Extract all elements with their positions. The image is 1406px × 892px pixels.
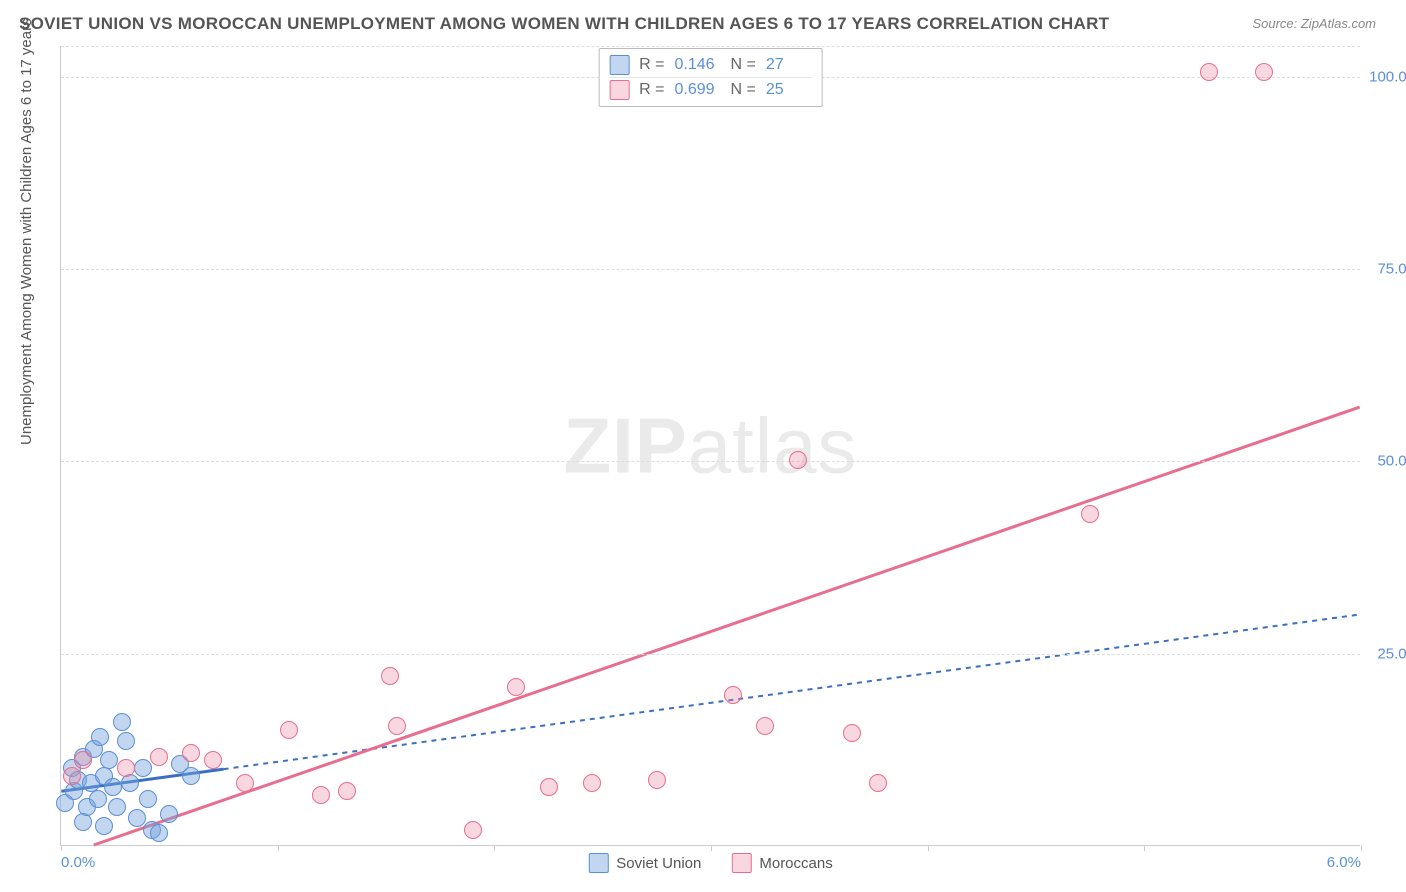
x-tick [1144,845,1145,851]
swatch-moroccan [731,853,751,873]
data-point [117,759,135,777]
data-point [388,717,406,735]
data-point [540,778,558,796]
legend-label: Soviet Union [616,855,701,872]
trend-line-dashed [224,615,1360,770]
y-tick-label: 25.0% [1365,645,1406,662]
data-point [104,778,122,796]
x-tick-label: 6.0% [1327,854,1361,871]
correlation-legend: R = 0.146 N = 27 R = 0.699 N = 25 [598,48,823,107]
data-point [464,821,482,839]
gridline [61,461,1360,462]
swatch-soviet [588,853,608,873]
r-value: 0.146 [675,56,721,74]
x-tick [928,845,929,851]
x-tick [61,845,62,851]
n-value: 25 [766,81,812,99]
data-point [91,728,109,746]
data-point [74,813,92,831]
swatch-soviet [609,55,629,75]
r-label: R = [639,81,664,99]
n-value: 27 [766,56,812,74]
r-label: R = [639,56,664,74]
data-point [113,713,131,731]
y-axis-title: Unemployment Among Women with Children A… [18,18,35,445]
n-label: N = [731,56,756,74]
source-label: Source: ZipAtlas.com [1252,16,1376,31]
data-point [63,767,81,785]
data-point [583,774,601,792]
x-tick [1361,845,1362,851]
series-legend: Soviet Union Moroccans [588,853,832,873]
x-tick [711,845,712,851]
chart-svg [61,46,1360,845]
data-point [121,774,139,792]
legend-row-soviet: R = 0.146 N = 27 [609,53,812,77]
data-point [150,748,168,766]
data-point [182,744,200,762]
data-point [724,686,742,704]
legend-row-moroccan: R = 0.699 N = 25 [609,77,812,102]
data-point [756,717,774,735]
legend-item-moroccan: Moroccans [731,853,832,873]
data-point [236,774,254,792]
x-tick [278,845,279,851]
r-value: 0.699 [675,81,721,99]
swatch-moroccan [609,80,629,100]
data-point [381,667,399,685]
legend-label: Moroccans [759,855,832,872]
data-point [843,724,861,742]
data-point [507,678,525,696]
data-point [869,774,887,792]
data-point [204,751,222,769]
data-point [139,790,157,808]
data-point [150,824,168,842]
data-point [117,732,135,750]
data-point [1081,505,1099,523]
gridline [61,269,1360,270]
plot-area: ZIPatlas R = 0.146 N = 27 R = 0.699 N = … [60,46,1360,846]
data-point [182,767,200,785]
data-point [789,451,807,469]
data-point [160,805,178,823]
chart-title: SOVIET UNION VS MOROCCAN UNEMPLOYMENT AM… [19,14,1109,34]
data-point [74,751,92,769]
data-point [134,759,152,777]
data-point [312,786,330,804]
y-tick-label: 75.0% [1365,261,1406,278]
gridline [61,654,1360,655]
n-label: N = [731,81,756,99]
data-point [108,798,126,816]
x-tick [494,845,495,851]
data-point [89,790,107,808]
legend-item-soviet: Soviet Union [588,853,701,873]
data-point [338,782,356,800]
trend-line [94,407,1360,845]
data-point [1200,63,1218,81]
data-point [648,771,666,789]
y-tick-label: 50.0% [1365,453,1406,470]
data-point [95,817,113,835]
x-tick-label: 0.0% [61,854,95,871]
data-point [1255,63,1273,81]
gridline [61,46,1360,47]
data-point [280,721,298,739]
y-tick-label: 100.0% [1365,68,1406,85]
data-point [100,751,118,769]
